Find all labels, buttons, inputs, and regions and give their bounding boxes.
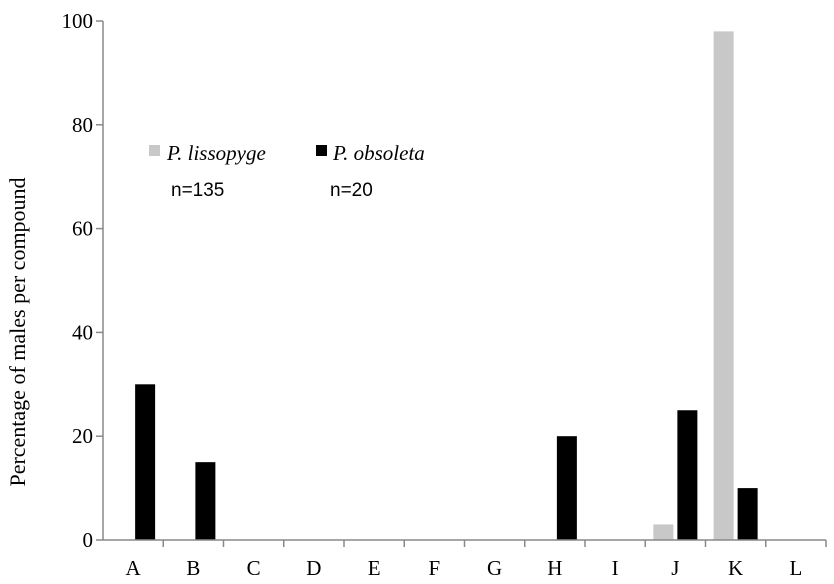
y-tick-label: 0 [83,528,94,552]
x-tick-label-a: A [126,556,142,580]
legend-swatch-p-obsoleta [316,145,327,156]
y-tick-label: 40 [72,320,93,344]
bar-p-obsoleta-a [135,384,156,540]
x-tick-label-k: K [728,556,743,580]
x-tick-label-l: L [789,556,802,580]
x-tick-label-g: G [487,556,502,580]
x-tick-label-c: C [247,556,261,580]
bar-p-lissopyge-j [653,524,674,540]
bar-p-obsoleta-h [556,436,577,540]
bar-p-lissopyge-k [713,31,734,540]
y-tick-label: 20 [72,424,93,448]
legend-n-p-lissopyge: n=135 [171,180,224,201]
legend-swatch-p-lissopyge [149,145,160,156]
legend-label-p-lissopyge: P. lissopyge [166,141,266,165]
x-tick-label-h: H [547,556,562,580]
legend: P. lissopyge n=135 P. obsoleta n=20 [149,141,425,201]
legend-label-p-obsoleta: P. obsoleta [332,141,425,165]
y-tick-label: 100 [62,9,94,33]
x-tick-label-e: E [368,556,381,580]
legend-n-p-obsoleta: n=20 [330,180,373,201]
y-tick-label: 80 [72,113,93,137]
x-tick-label-f: F [429,556,441,580]
x-tick-label-j: J [671,556,679,580]
x-tick-label-i: I [612,556,619,580]
y-axis-ticks: 0 20 40 60 80 100 [62,9,103,552]
bar-p-obsoleta-j [677,410,698,540]
x-axis-ticks: A B C D E F G H I J K L [126,540,827,580]
x-tick-label-b: B [186,556,200,580]
y-axis-label: Percentage of males per compound [5,177,30,486]
bar-p-obsoleta-b [195,462,216,540]
y-tick-label: 60 [72,217,93,241]
bar-p-obsoleta-k [737,488,758,540]
bars [135,31,758,540]
x-tick-label-d: D [306,556,321,580]
